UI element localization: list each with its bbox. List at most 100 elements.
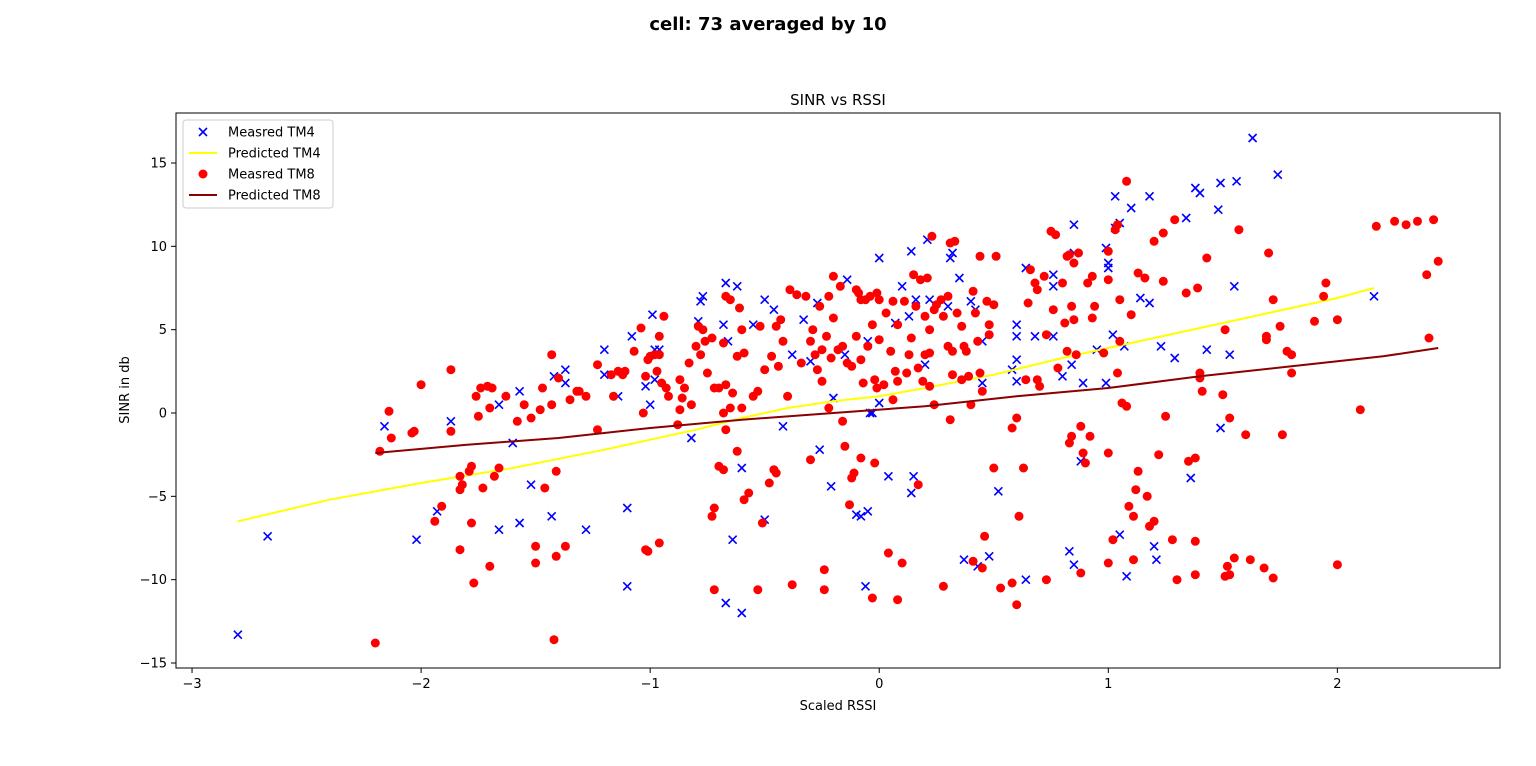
data-point bbox=[680, 383, 689, 393]
data-point bbox=[902, 368, 912, 378]
data-point bbox=[1067, 360, 1077, 370]
legend-label: Measred TM8 bbox=[228, 168, 315, 183]
data-point bbox=[409, 426, 419, 436]
data-point bbox=[1129, 555, 1138, 565]
data-point bbox=[1099, 348, 1109, 358]
data-point bbox=[888, 395, 898, 405]
data-point bbox=[686, 433, 696, 443]
data-point bbox=[531, 541, 541, 551]
data-point bbox=[735, 303, 744, 313]
data-point bbox=[1115, 530, 1125, 540]
data-point bbox=[1190, 453, 1200, 463]
data-point bbox=[1007, 578, 1017, 588]
data-point bbox=[1087, 271, 1097, 281]
data-point bbox=[467, 518, 476, 528]
data-point bbox=[1273, 170, 1283, 180]
data-point bbox=[1012, 376, 1022, 386]
data-point bbox=[1135, 293, 1145, 303]
data-point bbox=[416, 380, 426, 390]
legend-box bbox=[182, 119, 334, 209]
series-line bbox=[237, 287, 1375, 523]
data-point bbox=[874, 295, 884, 305]
data-point bbox=[457, 480, 467, 490]
data-point bbox=[883, 471, 893, 481]
data-point bbox=[1087, 313, 1097, 323]
data-point bbox=[842, 275, 852, 285]
data-point bbox=[787, 350, 797, 360]
data-point bbox=[1202, 253, 1212, 263]
data-point bbox=[1144, 191, 1155, 201]
data-point bbox=[1222, 561, 1232, 571]
data-point bbox=[526, 413, 536, 423]
data-point bbox=[860, 581, 871, 591]
data-point bbox=[778, 421, 788, 431]
data-point bbox=[913, 480, 923, 490]
data-point bbox=[954, 273, 964, 283]
data-point bbox=[1032, 285, 1042, 295]
data-point bbox=[1021, 375, 1031, 385]
data-point bbox=[721, 278, 731, 288]
data-point bbox=[737, 463, 747, 473]
y-tick-label: 15 bbox=[150, 157, 167, 172]
data-point bbox=[574, 386, 584, 396]
data-point bbox=[980, 531, 990, 541]
data-point bbox=[886, 346, 896, 356]
data-point bbox=[913, 363, 923, 373]
data-point bbox=[906, 246, 916, 256]
data-point bbox=[446, 426, 456, 436]
data-point bbox=[547, 400, 557, 410]
data-point bbox=[984, 320, 994, 330]
data-point bbox=[760, 365, 770, 375]
data-point bbox=[783, 391, 793, 401]
data-point bbox=[478, 483, 488, 493]
x-tick-label: −2 bbox=[412, 677, 431, 692]
data-point bbox=[721, 380, 731, 390]
data-point bbox=[1076, 421, 1086, 431]
data-point bbox=[1108, 330, 1118, 340]
data-point bbox=[973, 336, 983, 346]
data-point bbox=[1232, 176, 1242, 186]
legend-entry: Predicted TM8 bbox=[189, 189, 321, 204]
data-point bbox=[916, 275, 925, 285]
data-point bbox=[1156, 341, 1166, 351]
data-point bbox=[787, 580, 797, 590]
y-tick-label: 10 bbox=[150, 240, 167, 255]
data-point bbox=[904, 350, 914, 360]
data-point bbox=[707, 333, 717, 343]
data-point bbox=[551, 466, 561, 476]
data-point bbox=[551, 551, 561, 561]
data-point bbox=[1048, 270, 1058, 280]
data-point bbox=[1245, 555, 1255, 565]
y-tick-label: 0 bbox=[159, 407, 167, 422]
data-point bbox=[1064, 546, 1074, 556]
data-point bbox=[622, 581, 632, 591]
data-point bbox=[1261, 335, 1271, 345]
data-point bbox=[1151, 555, 1161, 565]
data-point bbox=[968, 286, 978, 296]
data-point bbox=[1149, 541, 1159, 551]
series-measred-tm4 bbox=[233, 133, 1379, 640]
data-point bbox=[538, 383, 547, 393]
data-point bbox=[945, 415, 955, 425]
data-point bbox=[476, 383, 486, 393]
data-point bbox=[776, 315, 786, 325]
data-point bbox=[1369, 291, 1379, 301]
data-point bbox=[1429, 215, 1439, 225]
data-point bbox=[714, 383, 724, 393]
data-point bbox=[815, 445, 825, 455]
data-point bbox=[1078, 378, 1088, 388]
data-point bbox=[501, 391, 511, 401]
data-point bbox=[1025, 265, 1035, 275]
data-point bbox=[471, 391, 481, 401]
data-point bbox=[909, 471, 919, 481]
data-point bbox=[1108, 535, 1118, 545]
data-point bbox=[1215, 423, 1226, 433]
data-point bbox=[1181, 288, 1191, 298]
data-point bbox=[863, 506, 873, 516]
data-point bbox=[812, 365, 822, 375]
data-point bbox=[1103, 246, 1113, 256]
x-axis-label: Scaled RSSI bbox=[800, 699, 877, 714]
data-point bbox=[565, 395, 575, 405]
data-point bbox=[911, 295, 921, 305]
